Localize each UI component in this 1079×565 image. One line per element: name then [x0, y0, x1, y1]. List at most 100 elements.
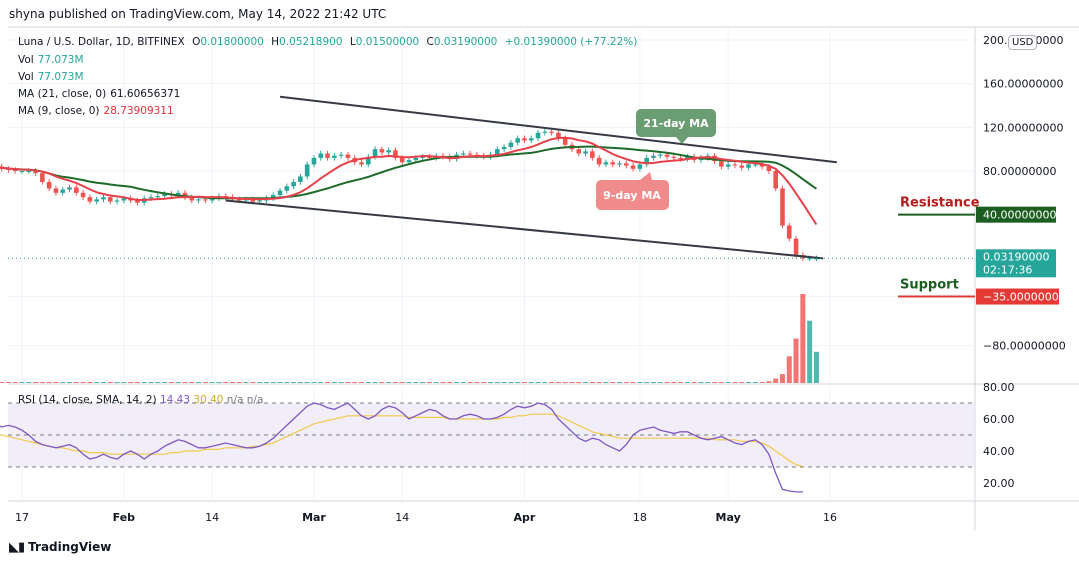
ma21-bubble-text: 21-day MA [643, 117, 709, 130]
high-value: 0.05218900 [279, 36, 343, 48]
candle-body [576, 149, 582, 154]
volume-bar [549, 382, 555, 383]
volume-bar [413, 382, 419, 383]
currency-button[interactable]: USD [1008, 35, 1038, 50]
volume-bar [175, 382, 181, 383]
resistance-tag [976, 206, 1056, 223]
volume-bar [182, 382, 188, 383]
volume-bar [277, 382, 283, 383]
candle-body [298, 176, 303, 182]
symbol-header: Luna / U.S. Dollar, 1D, BITFINEX O0.0180… [18, 36, 641, 48]
volume-bar [291, 382, 297, 383]
open-value: 0.01800000 [200, 36, 264, 48]
candle-body [345, 154, 351, 158]
candle-body [33, 171, 38, 174]
volume-bar [399, 382, 405, 383]
candle-body [74, 187, 79, 193]
ma9-line [0, 136, 818, 226]
candle-body [732, 164, 738, 166]
volume-bar [379, 382, 385, 383]
volume-bar [53, 382, 59, 383]
candle-body [332, 155, 337, 158]
candle-body [189, 197, 195, 201]
time-axis-label: 17 [15, 511, 29, 524]
volume-bar [33, 382, 39, 383]
volume-bar [141, 382, 147, 383]
volume-bar [440, 382, 446, 383]
candle-body [657, 154, 663, 156]
candle-body [196, 199, 201, 201]
volume-bar [542, 382, 548, 383]
volume-bar [359, 382, 364, 383]
ma9-bubble [596, 172, 669, 210]
rsi-tick-label: 60.00 [983, 413, 1015, 426]
candle-body [766, 166, 772, 171]
volume-bar [107, 382, 113, 383]
time-axis-label: 18 [633, 511, 647, 524]
volume-bar [325, 382, 331, 383]
volume-bar [460, 382, 466, 383]
ma21-line: MA (21, close, 0) 61.60656371 [18, 88, 184, 100]
candle-body [107, 197, 113, 202]
volume-bar [392, 382, 398, 383]
close-value: 0.03190000 [433, 36, 498, 48]
volume-bar [372, 382, 378, 383]
candle-body [379, 149, 385, 153]
candle-body [624, 163, 629, 166]
volume-bar [155, 382, 161, 383]
candle-body [46, 181, 52, 189]
candle-body [60, 189, 66, 193]
candle-body [236, 199, 242, 201]
volume-bar [386, 382, 392, 383]
volume-bar [521, 382, 527, 383]
volume-bar [223, 382, 229, 383]
volume-bar [454, 382, 460, 383]
time-axis-label: 14 [395, 511, 409, 524]
volume-bar [12, 382, 18, 383]
volume-bar [515, 382, 521, 383]
candle-body [562, 138, 568, 145]
volume-bar [162, 382, 168, 383]
candle-body [617, 163, 622, 165]
candle-body [325, 153, 330, 158]
candle-body [80, 192, 86, 198]
candle-body [440, 155, 446, 157]
candle-body [610, 162, 616, 165]
volume-bar [766, 381, 772, 383]
candle-body [270, 195, 276, 199]
volume-bar [121, 382, 127, 383]
volume-bar [196, 382, 202, 383]
close-label: C [426, 36, 434, 48]
candle-body [386, 150, 391, 153]
volume-bar [732, 382, 738, 383]
candle-body [162, 193, 167, 197]
rsi-tick-label: 80.00 [983, 381, 1015, 394]
candle-body [637, 164, 643, 169]
volume-bar [243, 382, 249, 383]
symbol-name[interactable]: Luna / U.S. Dollar, 1D, BITFINEX [18, 36, 185, 48]
candle-body [284, 186, 290, 191]
candle-body [671, 156, 677, 158]
candle-body [753, 164, 758, 166]
resistance-label: Resistance [900, 196, 980, 211]
volume-bar [216, 382, 222, 383]
tradingview-brand: TradingView [28, 540, 112, 554]
tradingview-logo[interactable]: ◣▮ TradingView [9, 540, 111, 555]
support-tag [976, 288, 1059, 305]
candle-body [556, 132, 561, 139]
volume-bar [773, 378, 779, 383]
volume-bar [752, 382, 758, 383]
volume-bar [800, 294, 806, 383]
price-tick-label: 160.00000000 [983, 78, 1063, 91]
rsi-tick-label: 20.00 [983, 477, 1015, 490]
volume-bar [202, 382, 208, 383]
volume-bar [250, 382, 256, 383]
vol-label: Vol [18, 71, 34, 83]
candle-body [739, 165, 745, 168]
candle-body [596, 157, 602, 165]
lower-trendline [225, 199, 824, 260]
candle-body [528, 138, 534, 141]
candle-body [786, 225, 792, 239]
volume-bar [725, 382, 731, 383]
